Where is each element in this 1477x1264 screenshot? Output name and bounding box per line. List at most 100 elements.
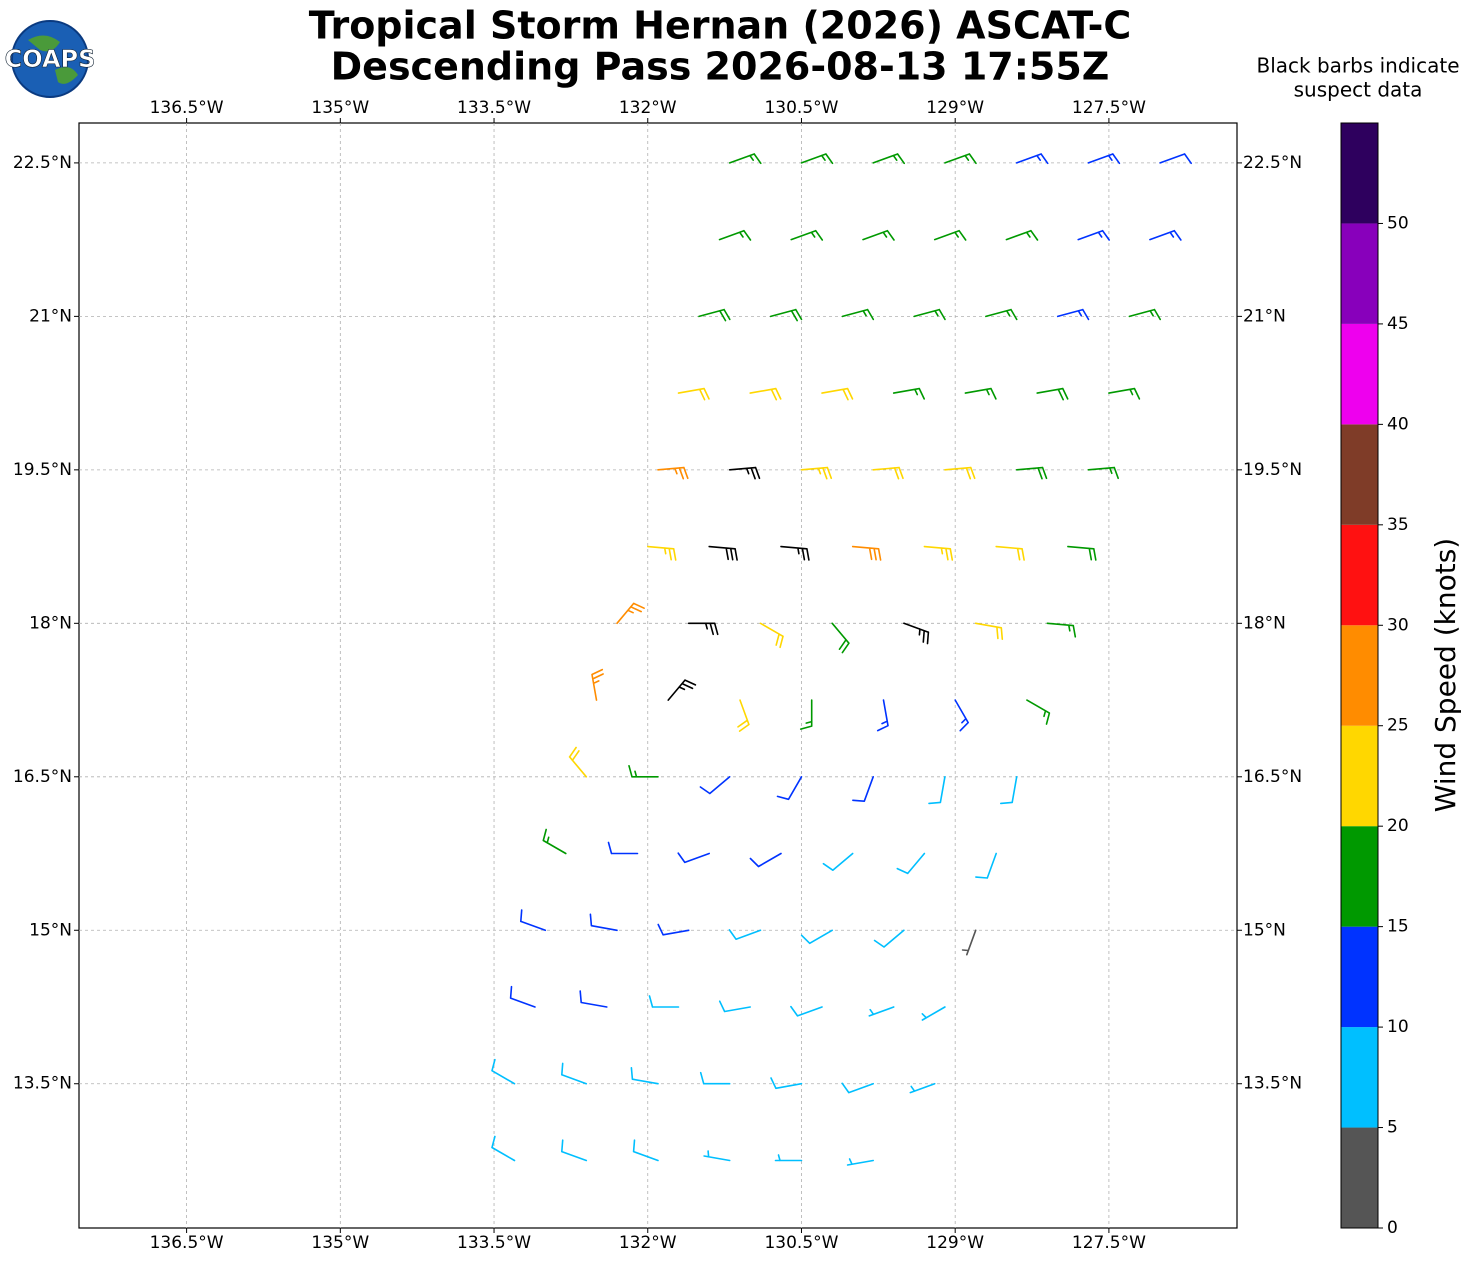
wind-barb xyxy=(821,387,854,401)
wind-barb xyxy=(799,699,813,730)
colorbar-tick-label: 15 xyxy=(1387,917,1409,937)
wind-barb xyxy=(872,466,904,480)
colorbar-tick-label: 0 xyxy=(1387,1218,1398,1238)
wind-barb xyxy=(1087,466,1119,480)
logo-land xyxy=(28,35,78,84)
wind-barb xyxy=(780,545,810,561)
wind-barb xyxy=(954,699,969,732)
wind-barb xyxy=(737,699,750,732)
wind-barb xyxy=(1159,153,1192,165)
wind-barb xyxy=(770,1077,803,1090)
wind-barb xyxy=(774,1154,803,1162)
wind-barb xyxy=(903,622,930,645)
wind-barb xyxy=(873,929,905,948)
colorbar-bin xyxy=(1341,625,1378,726)
wind-barb xyxy=(928,776,946,805)
colorbar-bin xyxy=(1341,725,1378,827)
wind-barb xyxy=(892,387,925,400)
colorbar-tick-label: 45 xyxy=(1387,314,1409,334)
colorbar-bin xyxy=(1341,323,1378,425)
x-tick-label: 135°W xyxy=(311,98,369,118)
wind-barb xyxy=(579,990,608,1008)
note: suspect data xyxy=(1294,78,1423,102)
wind-barb xyxy=(876,699,889,732)
wind-barb xyxy=(790,229,824,241)
colorbar-label: Wind Speed (knots) xyxy=(1429,538,1462,812)
wind-barb xyxy=(749,387,782,401)
colorbar-bin xyxy=(1341,926,1378,1028)
colorbar-tick-label: 5 xyxy=(1387,1118,1398,1138)
colorbar-bin xyxy=(1341,1027,1378,1128)
chart-subtitle: Descending Pass 2026-08-13 17:55Z xyxy=(331,45,1110,89)
wind-barb xyxy=(841,308,875,321)
wind-barb xyxy=(699,1071,731,1085)
y-tick-label: 19.5°N xyxy=(1243,460,1302,480)
wind-barb xyxy=(944,153,977,165)
colorbar-tick-label: 25 xyxy=(1387,716,1409,736)
wind-barb xyxy=(1046,622,1077,638)
wind-barb xyxy=(933,229,967,241)
wind-barb xyxy=(616,602,645,625)
x-tick-label: 130.5°W xyxy=(764,98,838,118)
wind-barb xyxy=(561,1139,588,1162)
wind-barb xyxy=(974,622,1004,640)
wind-barb xyxy=(589,913,618,932)
wind-barb xyxy=(607,841,639,855)
y-tick-label: 15°N xyxy=(1243,920,1286,940)
wind-barb xyxy=(1108,387,1141,400)
x-tick-label: 132°W xyxy=(619,98,677,118)
x-tick-label: 129°W xyxy=(926,1233,984,1253)
wind-barb xyxy=(728,929,762,940)
wind-barb xyxy=(1015,153,1049,165)
y-tick-label: 18°N xyxy=(1243,613,1286,633)
y-tick-label: 22.5°N xyxy=(13,153,72,173)
wind-barb xyxy=(703,1150,731,1162)
y-tick-label: 22.5°N xyxy=(1243,153,1302,173)
wind-barb xyxy=(841,1082,874,1094)
y-tick-label: 19.5°N xyxy=(13,460,72,480)
wind-barb xyxy=(1005,229,1039,241)
wind-barb xyxy=(846,1158,874,1166)
wind-barb xyxy=(1067,545,1097,561)
y-tick-label: 13.5°N xyxy=(1243,1074,1302,1094)
logo: COAPS xyxy=(4,20,96,98)
wind-barb xyxy=(913,308,946,321)
wind-barb xyxy=(1087,153,1121,165)
wind-barb xyxy=(1015,466,1048,480)
x-tick-label: 130.5°W xyxy=(764,1233,838,1253)
wind-barb xyxy=(568,746,588,778)
wind-barb xyxy=(995,545,1025,561)
colorbar-tick-label: 35 xyxy=(1387,515,1409,535)
wind-barb xyxy=(687,622,719,636)
wind-barb xyxy=(491,1058,516,1085)
wind-barb xyxy=(509,985,536,1008)
wind-barb xyxy=(677,852,710,864)
wind-barb xyxy=(1000,776,1018,805)
y-tick-label: 16.5°N xyxy=(13,767,72,787)
wind-barb xyxy=(657,466,689,480)
wind-barb xyxy=(520,909,547,932)
map-frame xyxy=(78,122,1238,1229)
wind-barb xyxy=(923,545,954,561)
x-tick-label: 135°W xyxy=(311,1233,369,1253)
wind-barb xyxy=(1026,699,1051,725)
x-tick-label: 129°W xyxy=(926,98,984,118)
wind-barb xyxy=(667,679,697,701)
wind-barb xyxy=(852,776,874,802)
wind-barb xyxy=(708,545,738,561)
wind-barb xyxy=(657,923,690,936)
wind-barb xyxy=(632,1139,659,1162)
wind-barb xyxy=(591,668,604,701)
colorbar-bin xyxy=(1341,826,1378,927)
colorbar-frame xyxy=(1340,122,1379,1229)
colorbar-tick-label: 40 xyxy=(1387,414,1409,434)
x-tick-label: 132°W xyxy=(619,1233,677,1253)
wind-barb xyxy=(862,229,895,241)
colorbar-bin xyxy=(1341,424,1378,525)
colorbar-tick-label: 50 xyxy=(1387,213,1409,233)
wind-barb xyxy=(491,1135,516,1162)
wind-barb xyxy=(759,622,784,649)
chart-title: Tropical Storm Hernan (2026) ASCAT-C xyxy=(309,4,1132,48)
y-tick-label: 21°N xyxy=(29,306,72,326)
